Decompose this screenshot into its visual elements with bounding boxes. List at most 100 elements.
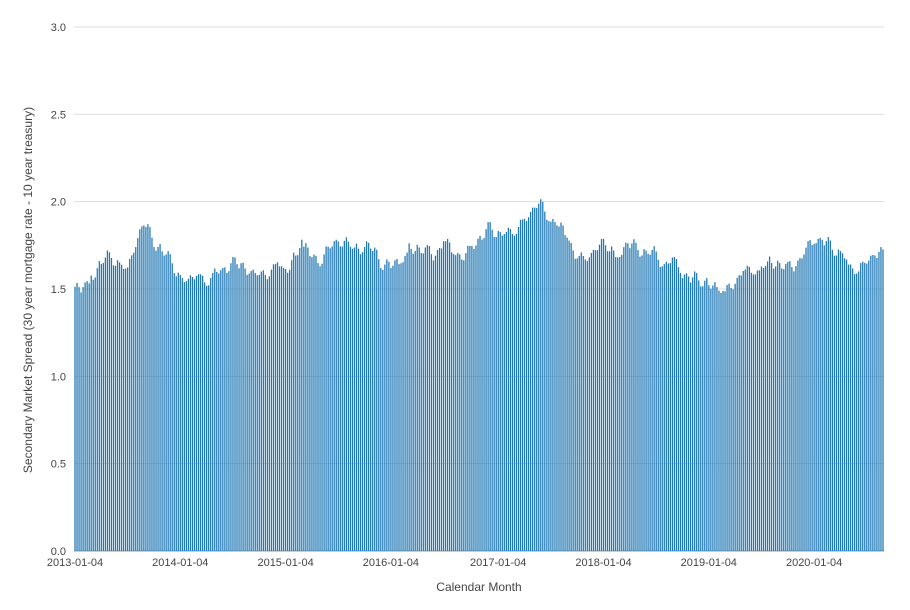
bar — [110, 258, 113, 551]
bar — [335, 239, 337, 551]
x-tick-label: 2013-01-04 — [47, 557, 103, 569]
bar — [278, 266, 281, 551]
bar — [562, 225, 564, 552]
bar — [392, 265, 394, 551]
bar — [359, 254, 362, 551]
bar — [513, 235, 516, 551]
bar — [163, 255, 165, 551]
bar — [151, 237, 153, 551]
bar — [795, 266, 797, 551]
y-tick-label: 3.0 — [51, 22, 66, 34]
bar — [80, 292, 82, 551]
bar — [258, 274, 260, 551]
bar — [149, 227, 151, 551]
bar — [434, 255, 437, 551]
y-tick-label: 1.0 — [51, 371, 66, 383]
bar — [872, 254, 874, 551]
bar — [805, 247, 807, 551]
bar — [208, 285, 210, 551]
bar — [641, 255, 643, 551]
bar — [96, 268, 98, 551]
bar — [489, 222, 491, 551]
bar — [730, 287, 732, 551]
bar — [303, 246, 305, 552]
bar — [613, 250, 615, 551]
bar — [254, 272, 256, 551]
bar — [315, 255, 317, 551]
bar — [467, 245, 469, 551]
bar — [519, 219, 522, 551]
bar — [527, 217, 530, 552]
bar — [687, 276, 690, 551]
bar — [357, 248, 360, 552]
bar — [465, 253, 467, 552]
bar — [665, 261, 667, 551]
bar — [511, 233, 514, 551]
bar — [469, 245, 471, 551]
bar — [394, 260, 396, 551]
bar — [139, 229, 141, 551]
bar — [147, 224, 149, 552]
bar — [552, 218, 554, 552]
bar — [756, 270, 759, 551]
bar — [600, 238, 603, 551]
bar — [570, 243, 572, 551]
bar — [333, 241, 335, 551]
bar — [839, 251, 842, 552]
bar — [187, 278, 190, 551]
bar — [554, 221, 556, 552]
bar — [566, 237, 568, 551]
bar — [811, 245, 813, 552]
bar — [453, 254, 455, 551]
bar — [120, 264, 123, 551]
bar — [627, 243, 629, 551]
bar — [297, 255, 299, 551]
bar — [440, 248, 443, 552]
bar — [799, 258, 801, 551]
bar — [390, 268, 392, 551]
bar — [165, 254, 167, 551]
bar — [617, 257, 619, 551]
bar — [677, 267, 680, 551]
bar — [720, 292, 722, 551]
bar — [244, 268, 246, 551]
bar — [681, 278, 684, 551]
bar — [218, 273, 220, 551]
bar — [874, 255, 876, 551]
bar — [246, 274, 248, 551]
bar — [428, 246, 431, 552]
bar — [343, 240, 345, 551]
bar — [550, 221, 552, 552]
bar — [323, 254, 325, 552]
bar — [141, 226, 143, 552]
bar — [479, 235, 481, 551]
bar — [598, 244, 601, 552]
bar — [649, 254, 651, 552]
bar — [234, 257, 236, 551]
bar — [722, 290, 724, 551]
bar — [86, 281, 88, 551]
bar — [157, 246, 159, 551]
bar — [76, 282, 78, 551]
bar — [240, 263, 242, 551]
bar — [299, 248, 301, 552]
bar — [116, 260, 119, 551]
bar — [532, 207, 534, 551]
bar — [238, 268, 240, 551]
bar — [692, 277, 694, 551]
gridlines — [74, 26, 884, 552]
bar — [837, 249, 840, 551]
bar — [864, 262, 866, 551]
bar — [410, 248, 412, 551]
bar — [783, 269, 785, 551]
bar — [584, 259, 586, 551]
bar — [736, 277, 738, 551]
bar — [88, 283, 90, 551]
bar — [724, 291, 726, 551]
bar — [732, 289, 734, 551]
bar — [398, 264, 400, 551]
bar — [773, 268, 775, 551]
bar — [491, 229, 493, 551]
bar — [503, 233, 505, 552]
bar — [779, 263, 781, 551]
